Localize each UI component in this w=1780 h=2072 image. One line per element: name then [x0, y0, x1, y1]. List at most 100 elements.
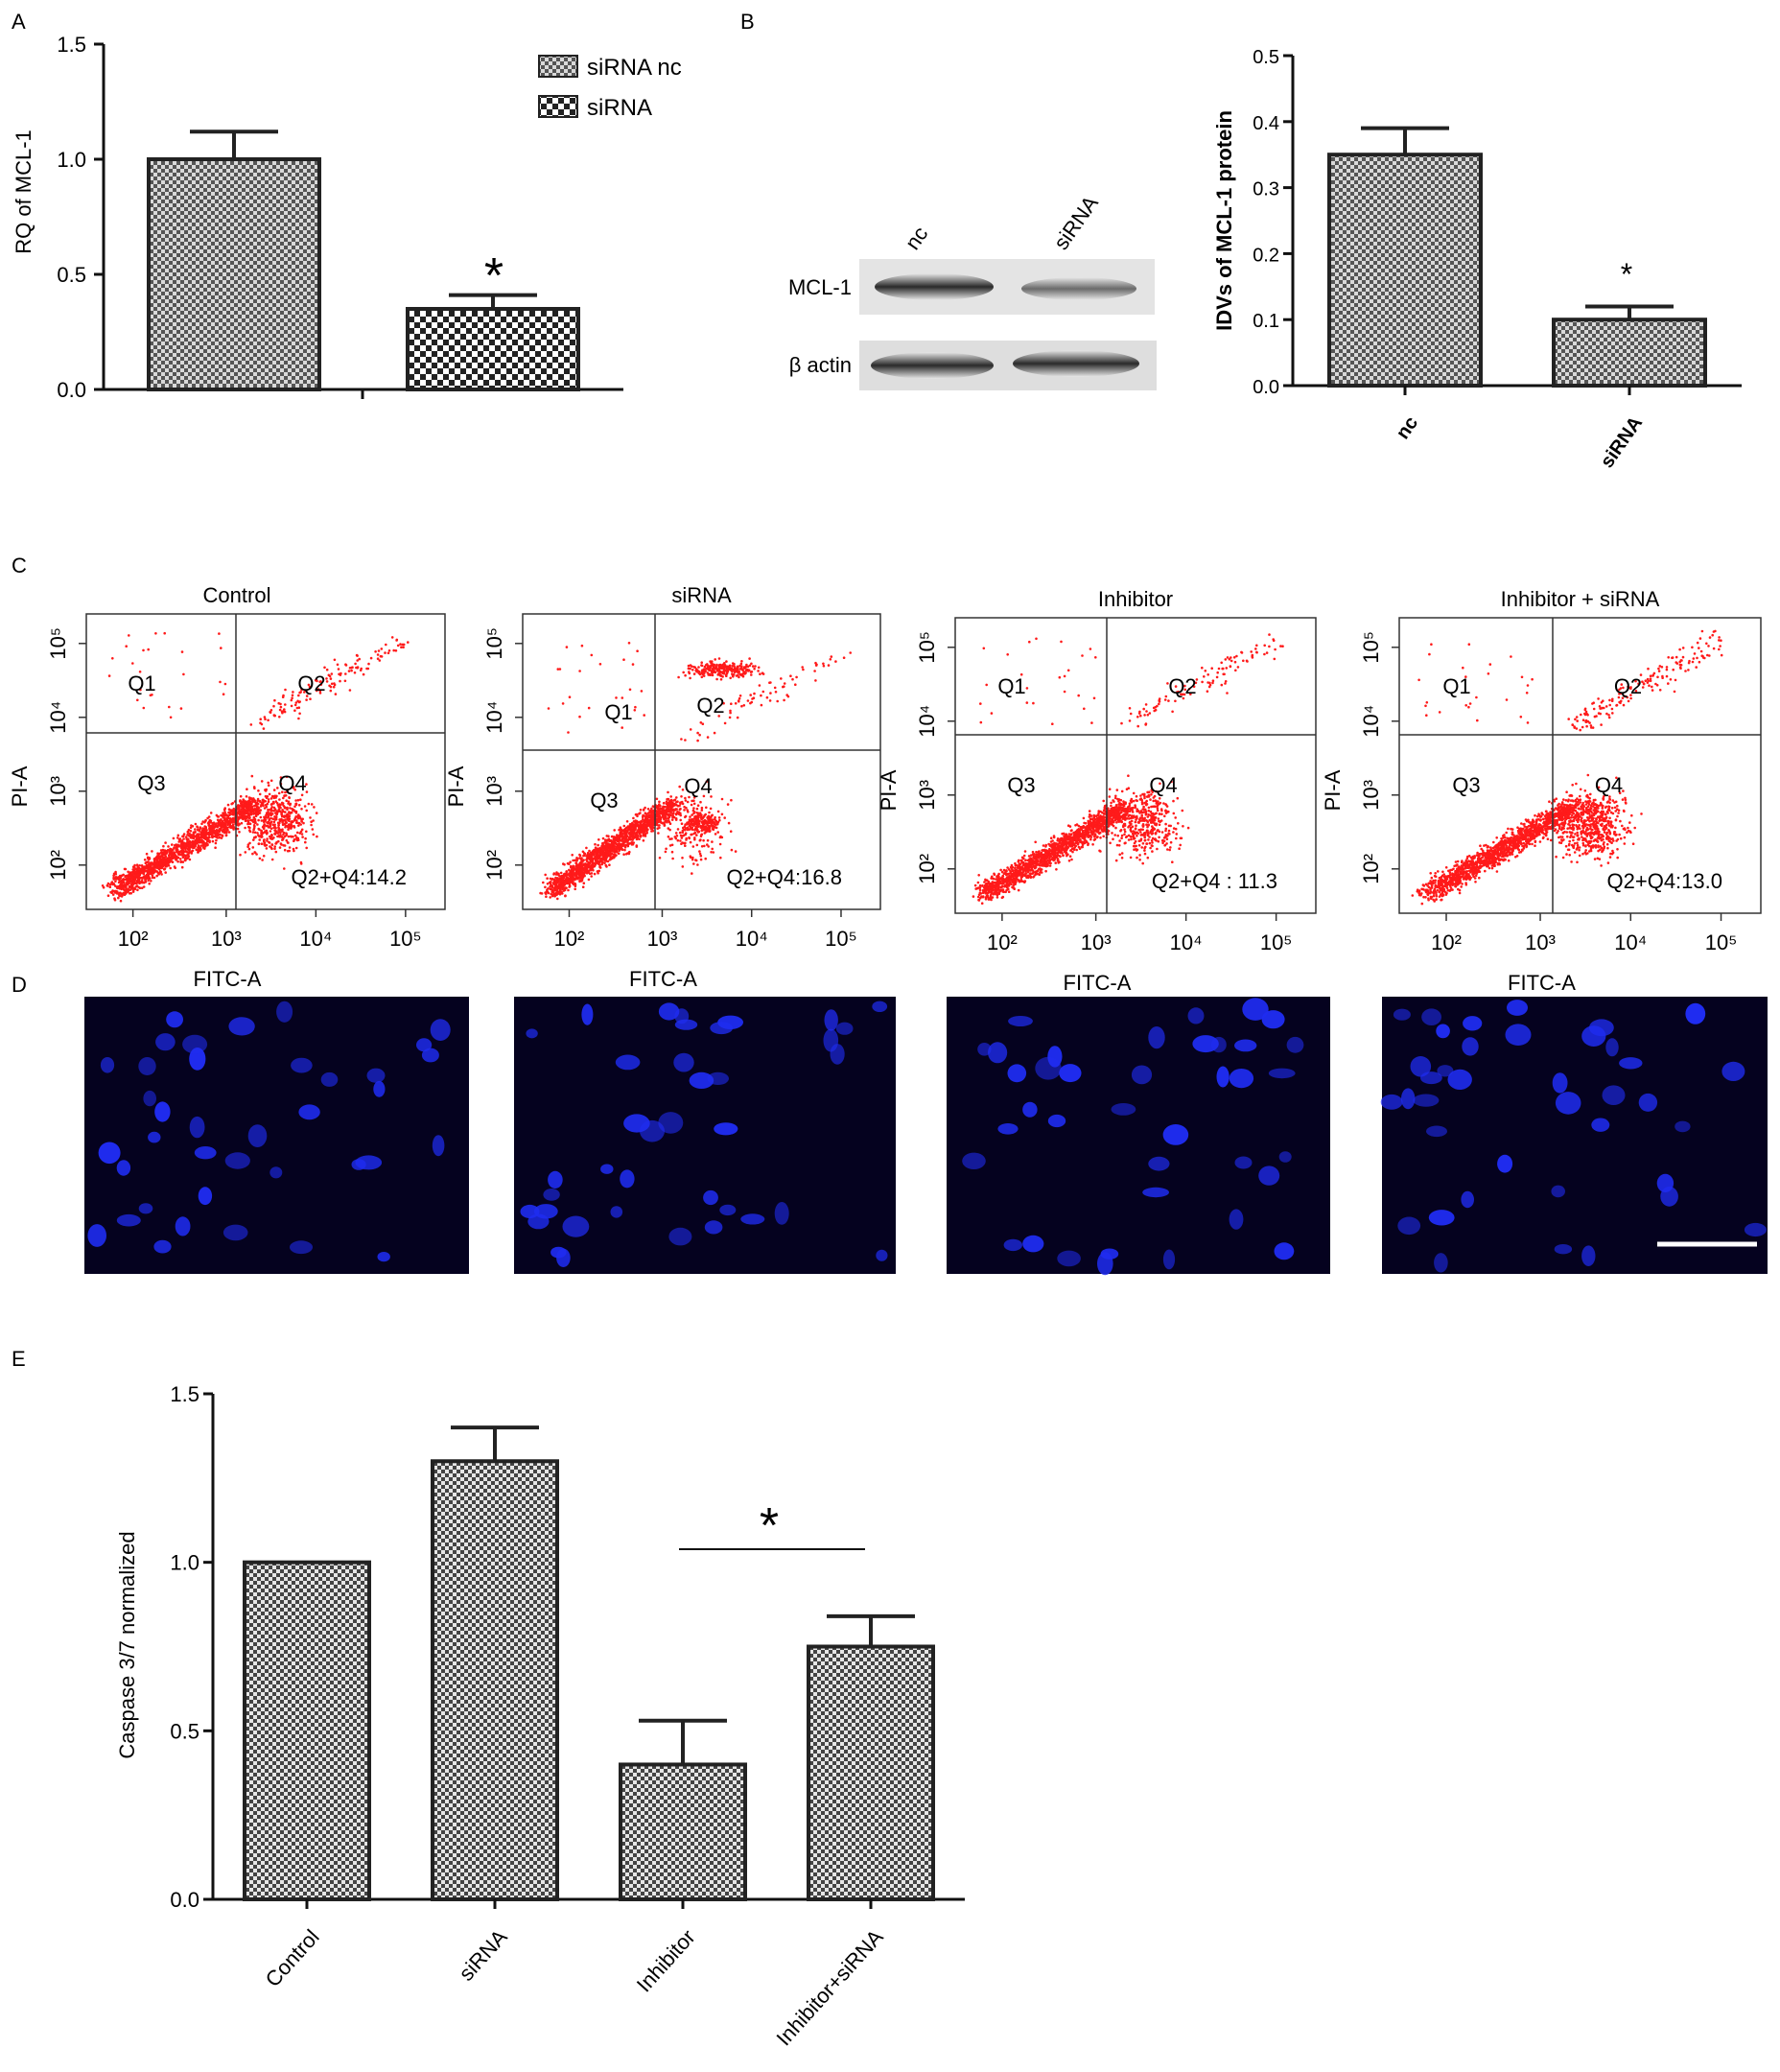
flow-xtick-label: 10⁵	[825, 927, 857, 951]
chart-e-category-label: Control	[261, 1925, 324, 1991]
chart-b-bar	[1554, 319, 1705, 386]
nucleus	[1426, 1126, 1447, 1138]
nucleus	[433, 1135, 445, 1156]
nucleus	[87, 1224, 106, 1247]
chart-b-ytick-label: 0.3	[1253, 179, 1279, 200]
chart-b-significance: *	[1621, 257, 1632, 292]
nucleus	[1192, 1035, 1218, 1052]
flow-quadrant-label: Q4	[684, 774, 712, 798]
blot-lane-sirna: siRNA	[1049, 191, 1103, 254]
nucleus	[962, 1153, 986, 1169]
nucleus	[997, 1123, 1018, 1135]
chart-e-bar	[433, 1461, 557, 1899]
nucleus	[1639, 1094, 1657, 1112]
nucleus	[1230, 1209, 1244, 1229]
flow-ytick-label: 10³	[1359, 780, 1383, 811]
nucleus	[1401, 1088, 1415, 1109]
nucleus	[269, 1166, 282, 1178]
nucleus	[1436, 1024, 1450, 1039]
nucleus	[228, 1017, 254, 1035]
flow-ytick-label: 10⁵	[915, 631, 939, 664]
nucleus	[176, 1216, 191, 1236]
nucleus	[620, 1169, 634, 1188]
nucleus	[550, 1247, 566, 1259]
nucleus	[836, 1023, 854, 1035]
nucleus	[668, 1228, 691, 1246]
nucleus	[321, 1072, 339, 1087]
nucleus	[1556, 1092, 1581, 1115]
flow-ytick-label: 10³	[46, 776, 70, 807]
chart-b-category-label: siRNA	[1597, 412, 1647, 472]
chart-b-ytick-label: 0.2	[1253, 245, 1279, 266]
flow-quadrant-label: Q4	[1149, 773, 1177, 797]
nucleus	[298, 1104, 319, 1119]
nucleus	[1101, 1249, 1119, 1260]
flow-xtick-label: 10⁵	[389, 927, 422, 951]
nucleus	[1217, 1067, 1230, 1088]
chart-b-ytick-label: 0.4	[1253, 113, 1279, 134]
flow-plot-title: Control	[203, 583, 271, 607]
chart-a-ytick-label: 1.5	[57, 33, 86, 57]
chart-e-ylabel: Caspase 3/7 normalized	[115, 1531, 139, 1758]
chart-e-bar	[621, 1764, 745, 1899]
nucleus	[154, 1101, 170, 1121]
flow-ytick-label: 10³	[915, 780, 939, 811]
nucleus	[153, 1240, 171, 1254]
flow-xtick-label: 10³	[1525, 930, 1556, 954]
nucleus	[703, 1190, 718, 1205]
nucleus	[872, 1001, 887, 1012]
nucleus	[1603, 1085, 1626, 1105]
nucleus	[1035, 1057, 1061, 1080]
chart-a-ylabel: RQ of MCL-1	[12, 130, 35, 254]
nucleus	[1148, 1157, 1169, 1171]
nucleus	[600, 1165, 613, 1174]
nucleus	[367, 1069, 386, 1083]
flow-q2q4-value: Q2+Q4:16.8	[727, 865, 842, 889]
flow-ytick-label: 10⁴	[915, 705, 939, 738]
nucleus	[1411, 1056, 1432, 1077]
flow-xlabel: FITC-A	[629, 967, 697, 991]
microscopy-image-control	[84, 997, 469, 1274]
nucleus	[673, 1053, 693, 1072]
blot-row-mcl1: MCL-1	[788, 275, 852, 299]
chart-a-legend-label: siRNA	[587, 95, 652, 121]
flow-quadrant-label: Q4	[1595, 773, 1623, 797]
nucleus	[1397, 1217, 1420, 1236]
blot-row-actin: β actin	[789, 353, 852, 377]
nucleus	[1163, 1250, 1175, 1270]
nucleus	[1004, 1239, 1022, 1251]
chart-a-bar	[408, 309, 578, 389]
flow-xtick-label: 10⁵	[1260, 930, 1293, 954]
flow-plot-dots	[539, 642, 852, 900]
nucleus	[1553, 1072, 1568, 1093]
nucleus	[117, 1160, 130, 1175]
chart-b-category-label: nc	[1393, 412, 1422, 443]
nucleus	[563, 1216, 590, 1237]
nucleus	[1507, 1000, 1528, 1016]
flow-ytick-label: 10⁴	[46, 701, 70, 734]
chart-a-legend-label: siRNA nc	[587, 55, 682, 81]
nucleus	[616, 1055, 641, 1071]
nucleus	[378, 1252, 390, 1261]
nucleus	[139, 1203, 153, 1213]
flow-ytick-label: 10²	[1359, 854, 1383, 884]
nucleus	[1008, 1016, 1033, 1026]
nucleus	[714, 1122, 738, 1135]
nucleus	[1269, 1069, 1296, 1079]
nucleus	[659, 1002, 679, 1020]
nucleus	[143, 1091, 156, 1106]
western-blot: nc siRNA MCL-1 β actin	[788, 191, 1157, 390]
flow-quadrant-label: Q3	[137, 771, 165, 795]
flow-ytick-label: 10⁴	[1359, 705, 1383, 738]
flow-q2q4-value: Q2+Q4:14.2	[292, 865, 407, 889]
nucleus	[581, 1004, 593, 1025]
nucleus	[1142, 1188, 1169, 1197]
nucleus	[1463, 1016, 1482, 1030]
flow-quadrant-label: Q1	[997, 674, 1025, 698]
nucleus	[1230, 1069, 1253, 1088]
blot-band-mcl1-nc	[875, 273, 994, 300]
flow-xtick-label: 10²	[987, 930, 1018, 954]
